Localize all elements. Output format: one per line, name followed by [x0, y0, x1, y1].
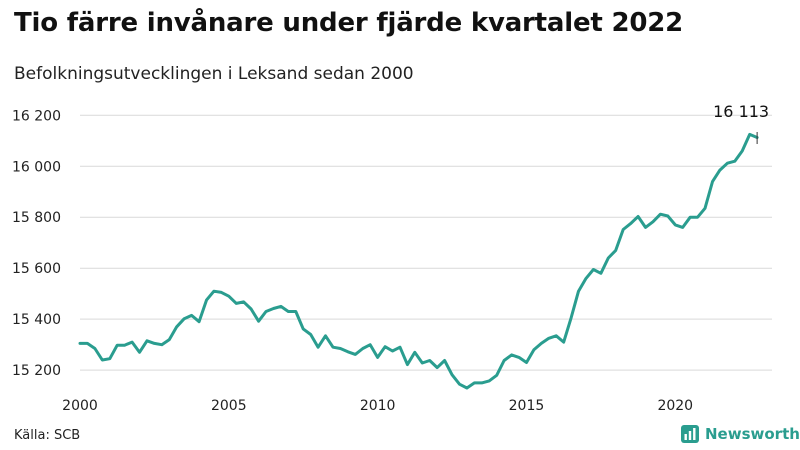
last-value-label: 16 113 [713, 102, 769, 121]
x-tick-label: 2005 [211, 398, 247, 414]
y-tick-label: 16 000 [12, 159, 61, 175]
y-tick-label: 15 800 [12, 210, 61, 226]
y-axis-ticks: 15 200 15 400 15 600 15 800 16 000 16 200 [12, 108, 61, 379]
gridlines [80, 114, 772, 371]
brand-name: Newsworthy [705, 425, 800, 443]
x-tick-label: 2000 [62, 398, 98, 414]
annotation-group: 16 113 [713, 102, 769, 144]
brand-logo[interactable]: Newsworthy [680, 424, 800, 444]
chart-title: Tio färre invånare under fjärde kvartale… [14, 8, 684, 38]
x-axis-ticks: 2000 2005 2010 2015 2020 [62, 398, 693, 414]
x-tick-label: 2020 [657, 398, 693, 414]
y-tick-label: 15 200 [12, 363, 61, 379]
series-group [78, 132, 759, 390]
y-tick-label: 16 200 [12, 108, 61, 124]
x-tick-label: 2015 [509, 398, 545, 414]
chart-subtitle: Befolkningsutvecklingen i Leksand sedan … [14, 64, 414, 84]
x-tick-label: 2010 [360, 398, 396, 414]
source-note: Källa: SCB [14, 428, 81, 443]
newsworthy-logo-icon [681, 425, 699, 443]
y-tick-label: 15 400 [12, 312, 61, 328]
y-tick-label: 15 600 [12, 261, 61, 277]
series-line [78, 132, 759, 390]
